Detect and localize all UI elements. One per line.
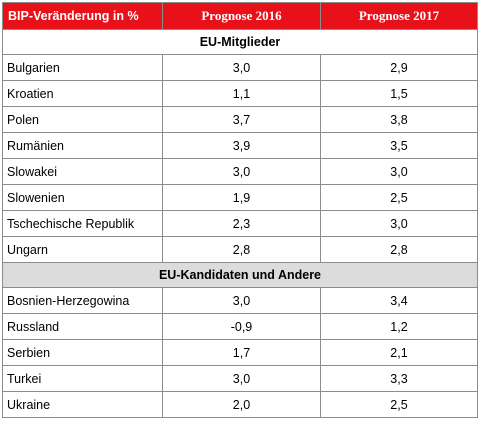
forecast-2016-cell: 3,0	[162, 365, 321, 392]
table-row: Slowakei 3,0 3,0	[2, 158, 478, 185]
country-cell: Bulgarien	[2, 54, 163, 81]
table-row: Kroatien 1,1 1,5	[2, 80, 478, 107]
header-row: BIP-Veränderung in % Prognose 2016 Progn…	[2, 2, 478, 30]
gdp-forecast-table-container: BIP-Veränderung in % Prognose 2016 Progn…	[2, 2, 478, 418]
header-region: BIP-Veränderung in %	[2, 2, 163, 30]
forecast-2017-cell: 2,5	[320, 391, 478, 418]
table-row: Ungarn 2,8 2,8	[2, 236, 478, 263]
forecast-2017-cell: 2,5	[320, 184, 478, 211]
gdp-forecast-table: BIP-Veränderung in % Prognose 2016 Progn…	[2, 2, 478, 418]
forecast-2017-cell: 2,1	[320, 339, 478, 366]
country-cell: Slowakei	[2, 158, 163, 185]
table-row: Polen 3,7 3,8	[2, 106, 478, 133]
forecast-2016-cell: 1,7	[162, 339, 321, 366]
forecast-2017-cell: 2,8	[320, 236, 478, 263]
table-row: Bosnien-Herzegowina 3,0 3,4	[2, 287, 478, 314]
forecast-2017-cell: 3,0	[320, 210, 478, 237]
country-cell: Slowenien	[2, 184, 163, 211]
section-title: EU-Mitglieder	[2, 29, 478, 55]
forecast-2017-cell: 1,5	[320, 80, 478, 107]
country-cell: Serbien	[2, 339, 163, 366]
forecast-2016-cell: 3,0	[162, 54, 321, 81]
forecast-2017-cell: 3,3	[320, 365, 478, 392]
forecast-2016-cell: 3,7	[162, 106, 321, 133]
table-row: Tschechische Republik 2,3 3,0	[2, 210, 478, 237]
forecast-2016-cell: 3,0	[162, 158, 321, 185]
country-cell: Rumänien	[2, 132, 163, 159]
table-row: Slowenien 1,9 2,5	[2, 184, 478, 211]
table-header: BIP-Veränderung in % Prognose 2016 Progn…	[2, 2, 478, 30]
forecast-2016-cell: 3,0	[162, 287, 321, 314]
forecast-2016-cell: 1,1	[162, 80, 321, 107]
country-cell: Kroatien	[2, 80, 163, 107]
country-cell: Turkei	[2, 365, 163, 392]
forecast-2017-cell: 3,0	[320, 158, 478, 185]
country-cell: Bosnien-Herzegowina	[2, 287, 163, 314]
country-cell: Polen	[2, 106, 163, 133]
forecast-2017-cell: 3,4	[320, 287, 478, 314]
country-cell: Russland	[2, 313, 163, 340]
section-eu-members: EU-Mitglieder	[2, 29, 478, 55]
table-row: Rumänien 3,9 3,5	[2, 132, 478, 159]
country-cell: Tschechische Republik	[2, 210, 163, 237]
table-body: EU-Mitglieder Bulgarien 3,0 2,9 Kroatien…	[2, 29, 478, 418]
table-row: Turkei 3,0 3,3	[2, 365, 478, 392]
forecast-2016-cell: 2,0	[162, 391, 321, 418]
forecast-2017-cell: 3,8	[320, 106, 478, 133]
country-cell: Ungarn	[2, 236, 163, 263]
forecast-2017-cell: 3,5	[320, 132, 478, 159]
header-forecast-2016: Prognose 2016	[162, 2, 321, 30]
forecast-2016-cell: -0,9	[162, 313, 321, 340]
forecast-2016-cell: 2,3	[162, 210, 321, 237]
table-row: Serbien 1,7 2,1	[2, 339, 478, 366]
forecast-2017-cell: 2,9	[320, 54, 478, 81]
forecast-2016-cell: 3,9	[162, 132, 321, 159]
table-row: Russland -0,9 1,2	[2, 313, 478, 340]
country-cell: Ukraine	[2, 391, 163, 418]
forecast-2016-cell: 2,8	[162, 236, 321, 263]
forecast-2017-cell: 1,2	[320, 313, 478, 340]
section-title: EU-Kandidaten und Andere	[2, 262, 478, 288]
header-forecast-2017: Prognose 2017	[320, 2, 478, 30]
section-eu-candidates: EU-Kandidaten und Andere	[2, 262, 478, 288]
forecast-2016-cell: 1,9	[162, 184, 321, 211]
table-row: Ukraine 2,0 2,5	[2, 391, 478, 418]
table-row: Bulgarien 3,0 2,9	[2, 54, 478, 81]
